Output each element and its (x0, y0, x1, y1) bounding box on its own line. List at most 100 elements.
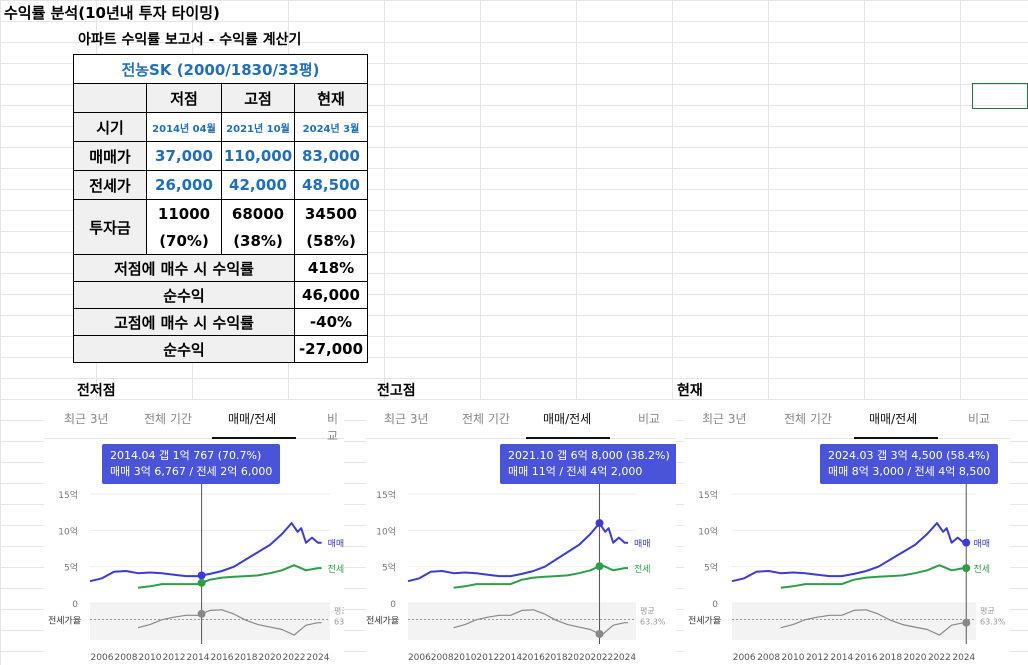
average-label: 평균 (980, 605, 995, 615)
series-label-sale: 매매 (973, 539, 990, 550)
date-now[interactable]: 2024년 3월 (294, 112, 368, 142)
chart-tooltip: 2024.03 갭 3억 4,500 (58.4%) 매매 8억 3,000 /… (820, 444, 999, 484)
x-tick-label: 2008 (757, 653, 780, 663)
marker-point-jeonse (962, 564, 971, 573)
y-tick-label: 10억 (698, 525, 718, 537)
high-buy-value[interactable]: -40% (294, 308, 368, 336)
tab-compare[interactable]: 비교 (327, 412, 339, 443)
tab-recent-3y[interactable]: 최근 3년 (384, 412, 429, 426)
average-value: 63.3% (980, 617, 1006, 626)
invest-high[interactable]: 68000 (221, 199, 295, 227)
sale-low[interactable]: 37,000 (146, 141, 222, 171)
invest-low[interactable]: 11000 (146, 199, 222, 227)
tab-sale-jeonse[interactable]: 매매/전세 (869, 412, 918, 426)
invest-label[interactable]: 투자금 (73, 199, 147, 255)
chart-tabs: 최근 3년 전체 기간 매매/전세 비교 (44, 400, 344, 443)
x-tick-label: 2020 (259, 653, 282, 663)
x-tick-label: 2008 (115, 653, 138, 663)
header-now[interactable]: 현재 (294, 83, 368, 113)
report-subtitle: 아파트 수익률 보고서 - 수익률 계산기 (78, 32, 302, 48)
net-profit-2-label[interactable]: 순수익 (73, 335, 295, 363)
yield-calculator-table: 전농SK (2000/1830/33평) 저점 고점 현재 시기 2014년 0… (73, 54, 368, 363)
sale-now[interactable]: 83,000 (294, 141, 368, 171)
tooltip-gap-line: 2014.04 갭 1억 767 (70.7%) (110, 449, 262, 462)
invest-now[interactable]: 34500 (294, 199, 368, 227)
x-tick-label: 2024 (307, 653, 330, 663)
selected-cell[interactable] (972, 83, 1028, 109)
series-line-ratio (137, 609, 322, 636)
active-tab-indicator (854, 437, 938, 439)
jeonse-label[interactable]: 전세가 (73, 170, 147, 200)
jeonse-high[interactable]: 42,000 (221, 170, 295, 200)
chart-tabs: 최근 3년 전체 기간 매매/전세 비교 (684, 400, 1010, 439)
tab-recent-3y[interactable]: 최근 3년 (702, 412, 747, 426)
jeonse-now[interactable]: 48,500 (294, 170, 368, 200)
tab-sale-jeonse[interactable]: 매매/전세 (543, 412, 592, 426)
net-profit-1-value[interactable]: 46,000 (294, 281, 368, 309)
x-tick-label: 2020 (568, 653, 591, 663)
date-high[interactable]: 2021년 10월 (221, 112, 295, 142)
tab-sale-jeonse[interactable]: 매매/전세 (228, 412, 277, 426)
x-tick-label: 2014 (499, 653, 522, 663)
x-tick-label: 2006 (91, 653, 114, 663)
tooltip-price-line: 매매 8억 3,000 / 전세 4억 8,500 (828, 465, 991, 478)
y-tick-label: 5억 (382, 562, 396, 574)
corner-cell[interactable] (73, 83, 147, 113)
section-label-low: 전저점 (77, 383, 116, 399)
date-low[interactable]: 2014년 04월 (146, 112, 222, 142)
low-buy-value[interactable]: 418% (294, 254, 368, 282)
active-tab-indicator (212, 437, 296, 439)
series-label-sale: 매매 (328, 539, 344, 550)
tab-recent-3y[interactable]: 최근 3년 (64, 412, 109, 426)
low-buy-label[interactable]: 저점에 매수 시 수익률 (73, 254, 295, 282)
invest-pct-low[interactable]: (70%) (146, 227, 222, 255)
chart-tooltip: 2014.04 갭 1억 767 (70.7%) 매매 3억 6,767 / 전… (102, 444, 281, 484)
ratio-axis-label: 전세가율 (366, 615, 399, 626)
tab-all-period[interactable]: 전체 기간 (144, 412, 192, 426)
apt-name-cell[interactable]: 전농SK (2000/1830/33평) (73, 54, 368, 84)
series-line-jeonse (780, 564, 968, 589)
chart-tooltip: 2021.10 갭 6억 8,000 (38.2%) 매매 11억 / 전세 4… (500, 444, 676, 484)
marker-point-ratio (197, 609, 206, 618)
y-tick-label: 0 (712, 600, 718, 610)
sale-high[interactable]: 110,000 (221, 141, 295, 171)
average-label: 평균 (334, 605, 344, 615)
series-label-sale: 매매 (634, 539, 651, 550)
header-low[interactable]: 저점 (146, 83, 222, 113)
tab-compare[interactable]: 비교 (968, 412, 991, 426)
y-tick-label: 15억 (698, 489, 718, 501)
chart-panel-now: 최근 3년 전체 기간 매매/전세 비교 15억 10억 5억 0 전세가율 평균 63.3… (684, 400, 1010, 665)
series-line-jeonse (453, 564, 628, 589)
y-tick-label: 10억 (58, 525, 78, 537)
invest-pct-now[interactable]: (58%) (294, 227, 368, 255)
x-tick-label: 2016 (211, 653, 234, 663)
tooltip-price-line: 매매 11억 / 전세 4억 2,000 (508, 465, 643, 478)
x-tick-label: 2022 (283, 653, 306, 663)
x-tick-label: 2024 (952, 653, 975, 663)
invest-pct-high[interactable]: (38%) (221, 227, 295, 255)
sheet-title: 수익률 분석(10년내 투자 타이밍) (4, 4, 220, 22)
x-tick-label: 2022 (928, 653, 951, 663)
y-tick-label: 10억 (376, 525, 396, 537)
tab-compare[interactable]: 비교 (638, 412, 661, 426)
header-high[interactable]: 고점 (221, 83, 295, 113)
section-label-high: 전고점 (377, 383, 416, 399)
net-profit-1-label[interactable]: 순수익 (73, 281, 295, 309)
x-tick-label: 2012 (163, 653, 186, 663)
series-line-jeonse (137, 564, 322, 589)
period-label[interactable]: 시기 (73, 112, 147, 142)
x-tick-label: 2012 (476, 653, 499, 663)
sale-label[interactable]: 매매가 (73, 141, 147, 171)
net-profit-2-value[interactable]: -27,000 (294, 335, 368, 363)
series-line-ratio (780, 609, 968, 636)
tab-all-period[interactable]: 전체 기간 (784, 412, 832, 426)
tab-all-period[interactable]: 전체 기간 (462, 412, 510, 426)
average-value: 63.3% (334, 617, 344, 626)
y-tick-label: 15억 (376, 489, 396, 501)
high-buy-label[interactable]: 고점에 매수 시 수익률 (73, 308, 295, 336)
x-tick-label: 2020 (904, 653, 927, 663)
jeonse-low[interactable]: 26,000 (146, 170, 222, 200)
